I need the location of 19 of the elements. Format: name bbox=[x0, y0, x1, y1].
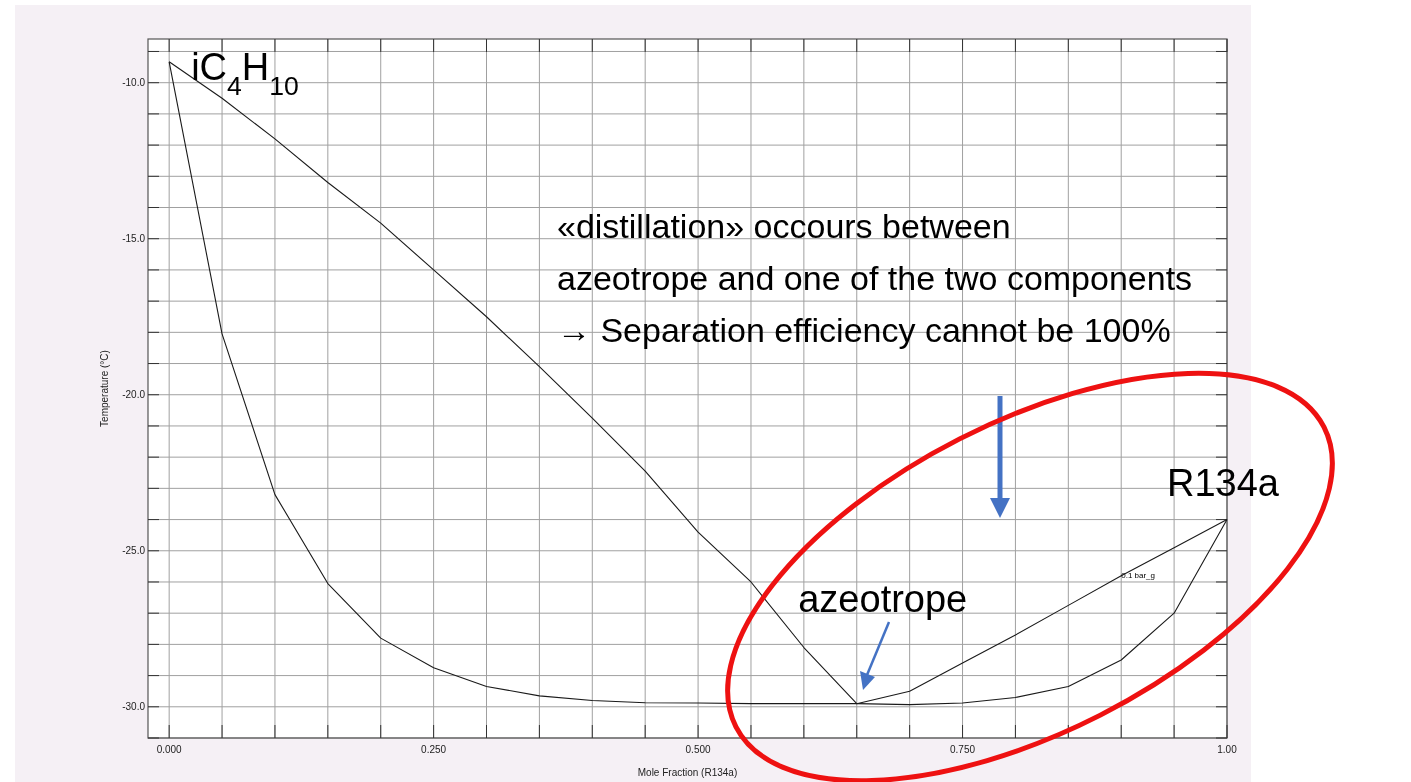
x-tick-label: 1.00 bbox=[1217, 744, 1238, 755]
annotation: → Separation efficiency cannot be 100% bbox=[557, 311, 1171, 349]
annotation: R134a bbox=[1167, 461, 1280, 504]
x-tick-label: 0.000 bbox=[156, 744, 183, 755]
y-tick-label: -15.0 bbox=[122, 233, 146, 245]
x-axis-title: Mole Fraction (R134a) bbox=[637, 767, 738, 778]
x-tick-label: 0.500 bbox=[685, 744, 712, 755]
annotation: «distillation» occours between bbox=[557, 207, 1011, 245]
x-tick-label: 0.750 bbox=[950, 744, 976, 755]
y-tick-label: -20.0 bbox=[122, 389, 146, 401]
y-axis-title: Temperature (°C) bbox=[99, 350, 110, 427]
annotation: azeotrope and one of the two components bbox=[557, 259, 1193, 297]
y-tick-label: -25.0 bbox=[122, 545, 146, 557]
y-tick-label: -30.0 bbox=[122, 701, 146, 713]
x-tick-label: 0.250 bbox=[421, 744, 447, 755]
annotation: azeotrope bbox=[798, 577, 968, 620]
y-tick-label: -10.0 bbox=[122, 77, 146, 89]
annotation: 0.1 bar_g bbox=[1121, 570, 1156, 580]
annotation: iC$_{4}$H$_{10}$ bbox=[191, 45, 299, 101]
